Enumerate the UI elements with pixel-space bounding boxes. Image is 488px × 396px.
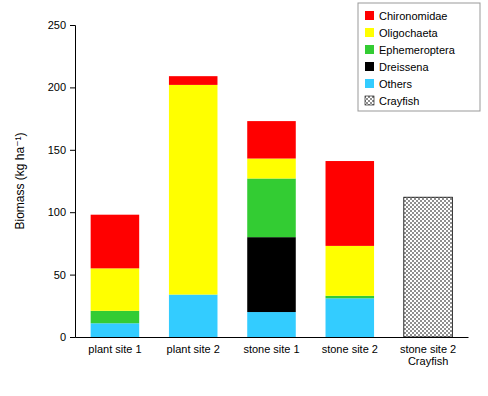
y-tick: 250: [48, 19, 75, 31]
y-tick-label: 100: [48, 206, 66, 218]
bar-segment: [169, 76, 218, 85]
x-tick-label: stone site 2: [322, 343, 378, 355]
legend-label: Chironomidae: [379, 10, 447, 22]
x-tick: plant site 1: [88, 343, 141, 355]
legend-swatch: [365, 11, 374, 20]
legend-label: Ephemeroptera: [379, 44, 456, 56]
y-tick: 200: [48, 81, 75, 93]
legend-swatch: [365, 79, 374, 88]
y-tick: 150: [48, 144, 75, 156]
x-axis-line: [76, 337, 469, 338]
y-tick: 0: [60, 331, 75, 343]
y-tick-label: 0: [60, 331, 66, 343]
legend-swatch: [365, 45, 374, 54]
bar-segment: [91, 268, 140, 310]
y-axis-line: [70, 26, 76, 338]
x-tick-label: stone site 1: [243, 343, 299, 355]
bar-segment: [326, 298, 375, 337]
bars: [91, 76, 453, 337]
bar-segment: [247, 121, 296, 158]
legend: Chironomidae Oligochaeta Ephemeroptera Drei…: [358, 3, 480, 111]
bar-segment: [404, 197, 453, 337]
x-tick: plant site 2: [167, 343, 220, 355]
bar-segment: [91, 311, 140, 323]
chart: 0 50 100 150 200 250 plant site 1 plant site 2 s…: [0, 0, 488, 396]
bar-segment: [326, 246, 375, 296]
y-tick-mark: [70, 87, 75, 88]
y-tick-mark: [70, 275, 75, 276]
legend-label: Dreissena: [379, 61, 429, 73]
bar-segment: [326, 161, 375, 246]
legend-label: Oligochaeta: [379, 27, 439, 39]
x-tick-label: plant site 1: [88, 343, 141, 355]
legend-box: [358, 3, 480, 111]
bar-segment: [169, 85, 218, 295]
y-tick-mark: [70, 150, 75, 151]
bar-segment: [326, 296, 375, 298]
y-tick-label: 150: [48, 144, 66, 156]
y-tick: 50: [54, 269, 75, 281]
x-axis: plant site 1 plant site 2 stone site 1 ston…: [76, 338, 469, 368]
y-tick-label: 250: [48, 19, 66, 31]
y-axis: 0 50 100 150 200 250: [48, 19, 76, 343]
bar-segment: [169, 295, 218, 337]
x-tick: stone site 1: [243, 343, 299, 355]
bar-segment: [247, 159, 296, 179]
legend-label: Others: [379, 78, 413, 90]
y-tick-mark: [70, 337, 75, 338]
bar-segment: [91, 323, 140, 337]
legend-label: Crayfish: [379, 95, 419, 107]
bar-segment: [91, 215, 140, 269]
y-tick-mark: [70, 25, 75, 26]
y-tick-label: 200: [48, 81, 66, 93]
x-tick: stone site 2: [322, 343, 378, 355]
y-tick-mark: [70, 212, 75, 213]
legend-swatch: [365, 28, 374, 37]
y-axis-title: Biomass (kg ha⁻¹): [13, 132, 27, 229]
legend-swatch: [365, 62, 374, 71]
y-tick-label: 50: [54, 269, 66, 281]
bar-segment: [247, 237, 296, 312]
x-tick-label: stone site 2Crayfish: [400, 343, 456, 368]
x-tick: stone site 2Crayfish: [400, 343, 456, 368]
bar-segment: [247, 179, 296, 238]
y-tick: 100: [48, 206, 75, 218]
bar-segment: [247, 312, 296, 337]
x-tick-label: plant site 2: [167, 343, 220, 355]
legend-swatch: [365, 96, 374, 105]
